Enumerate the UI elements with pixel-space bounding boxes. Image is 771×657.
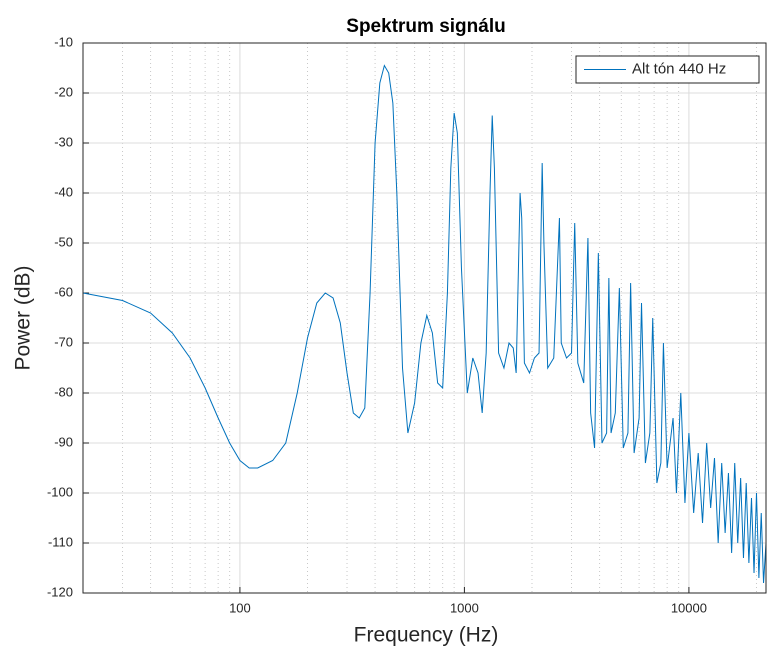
legend: Alt tón 440 Hz	[575, 55, 760, 84]
x-tick-label: 100	[229, 600, 251, 615]
series-line	[82, 64, 767, 584]
x-tick-label: 1000	[450, 600, 479, 615]
y-tick-label: -40	[54, 184, 73, 199]
plot-area	[83, 43, 766, 593]
y-tick-label: -80	[54, 384, 73, 399]
y-tick-label: -70	[54, 334, 73, 349]
y-tick-label: -50	[54, 234, 73, 249]
y-tick-label: -100	[47, 484, 73, 499]
chart-title: Spektrum signálu	[346, 16, 505, 37]
y-tick-label: -60	[54, 284, 73, 299]
x-tick-label: 10000	[671, 600, 707, 615]
x-axis-label: Frequency (Hz)	[354, 624, 499, 647]
legend-label: Alt tón 440 Hz	[632, 60, 726, 77]
y-tick-label: -110	[48, 534, 73, 549]
y-tick-label: -120	[47, 584, 73, 599]
y-axis-label: Power (dB)	[12, 265, 35, 370]
y-tick-label: -20	[54, 84, 73, 99]
y-tick-label: -30	[54, 134, 73, 149]
y-tick-label: -90	[54, 434, 73, 449]
y-tick-label: -10	[54, 34, 73, 49]
axes-box	[82, 42, 767, 594]
